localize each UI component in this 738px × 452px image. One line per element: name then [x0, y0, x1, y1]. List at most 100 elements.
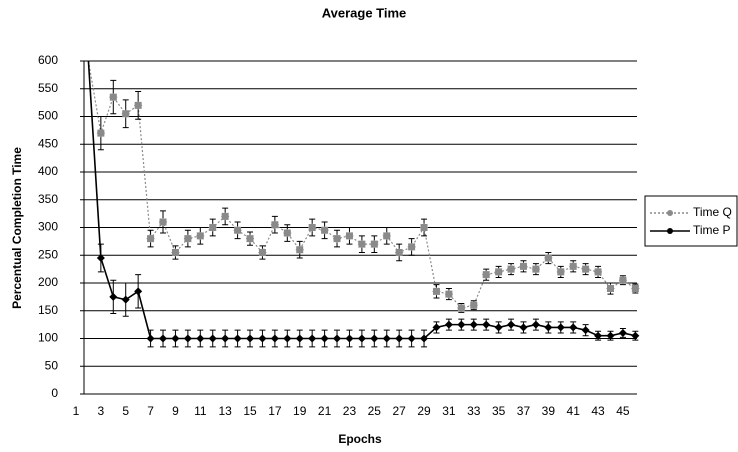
y-tick-label: 550 [38, 81, 58, 95]
x-tick-label: 13 [218, 404, 232, 418]
point [569, 323, 578, 332]
point [531, 265, 540, 274]
point [96, 129, 105, 138]
point [544, 254, 553, 263]
x-tick-label: 1 [73, 404, 80, 418]
point [420, 334, 429, 343]
point [345, 334, 354, 343]
x-tick-label: 29 [417, 404, 431, 418]
point [320, 226, 329, 235]
point [283, 229, 292, 238]
x-tick-label: 39 [542, 404, 556, 418]
point [631, 331, 640, 340]
point [370, 240, 379, 249]
point [208, 334, 217, 343]
point [221, 212, 230, 221]
point [519, 323, 528, 332]
point [333, 234, 342, 243]
y-axis-label: Percentual Completion Time [10, 147, 24, 309]
x-tick-label: 43 [591, 404, 605, 418]
point [109, 292, 118, 301]
y-tick-label: 400 [38, 164, 58, 178]
point [432, 323, 441, 332]
x-tick-label: 33 [467, 404, 481, 418]
point [569, 262, 578, 271]
legend-box [644, 195, 738, 247]
legend-marker [667, 228, 673, 234]
point [146, 334, 155, 343]
y-tick-label: 50 [45, 358, 59, 372]
point [457, 303, 466, 312]
point [258, 334, 267, 343]
point [457, 320, 466, 329]
point [246, 334, 255, 343]
y-tick-label: 150 [38, 303, 58, 317]
point [395, 248, 404, 257]
x-tick-label: 9 [172, 404, 179, 418]
point [171, 248, 180, 257]
point [357, 240, 366, 249]
point [395, 334, 404, 343]
point [494, 323, 503, 332]
point [519, 262, 528, 271]
point [208, 223, 217, 232]
point [258, 248, 267, 257]
x-tick-label: 37 [517, 404, 531, 418]
x-tick-label: 15 [243, 404, 257, 418]
point [507, 265, 516, 274]
point [270, 334, 279, 343]
point [308, 223, 317, 232]
point [382, 334, 391, 343]
point [308, 334, 317, 343]
point [196, 231, 205, 240]
y-tick-label: 250 [38, 247, 58, 261]
point [183, 234, 192, 243]
x-tick-label: 31 [442, 404, 456, 418]
x-tick-label: 23 [343, 404, 357, 418]
point [556, 323, 565, 332]
x-tick-label: 11 [194, 404, 207, 418]
point [544, 323, 553, 332]
y-tick-label: 600 [38, 53, 58, 67]
point [295, 245, 304, 254]
point [370, 334, 379, 343]
point [295, 334, 304, 343]
y-tick-label: 100 [38, 331, 58, 345]
x-tick-label: 41 [567, 404, 581, 418]
y-tick-label: 0 [51, 386, 58, 400]
point [581, 326, 590, 335]
x-tick-label: 5 [122, 404, 129, 418]
y-tick-label: 500 [38, 109, 58, 123]
point [320, 334, 329, 343]
point [171, 334, 180, 343]
x-tick-label: 19 [293, 404, 307, 418]
chart-title: Average Time [322, 5, 407, 20]
point [606, 331, 615, 340]
point [283, 334, 292, 343]
legend-label: Time Q [693, 205, 732, 219]
point [407, 242, 416, 251]
x-tick-label: 25 [368, 404, 382, 418]
point [631, 284, 640, 293]
point [96, 254, 105, 263]
x-tick-label: 35 [492, 404, 506, 418]
x-tick-label: 7 [147, 404, 154, 418]
point [134, 101, 143, 110]
x-tick-label: 45 [616, 404, 630, 418]
point [159, 217, 168, 226]
y-tick-label: 300 [38, 220, 58, 234]
point [109, 93, 118, 102]
point [594, 267, 603, 276]
y-tick-label: 350 [38, 192, 58, 206]
point [333, 334, 342, 343]
point [432, 287, 441, 296]
point [581, 265, 590, 274]
point [482, 320, 491, 329]
point [482, 270, 491, 279]
point [196, 334, 205, 343]
point [594, 331, 603, 340]
point [121, 109, 130, 118]
x-tick-label: 27 [393, 404, 407, 418]
point [270, 220, 279, 229]
point [121, 295, 130, 304]
